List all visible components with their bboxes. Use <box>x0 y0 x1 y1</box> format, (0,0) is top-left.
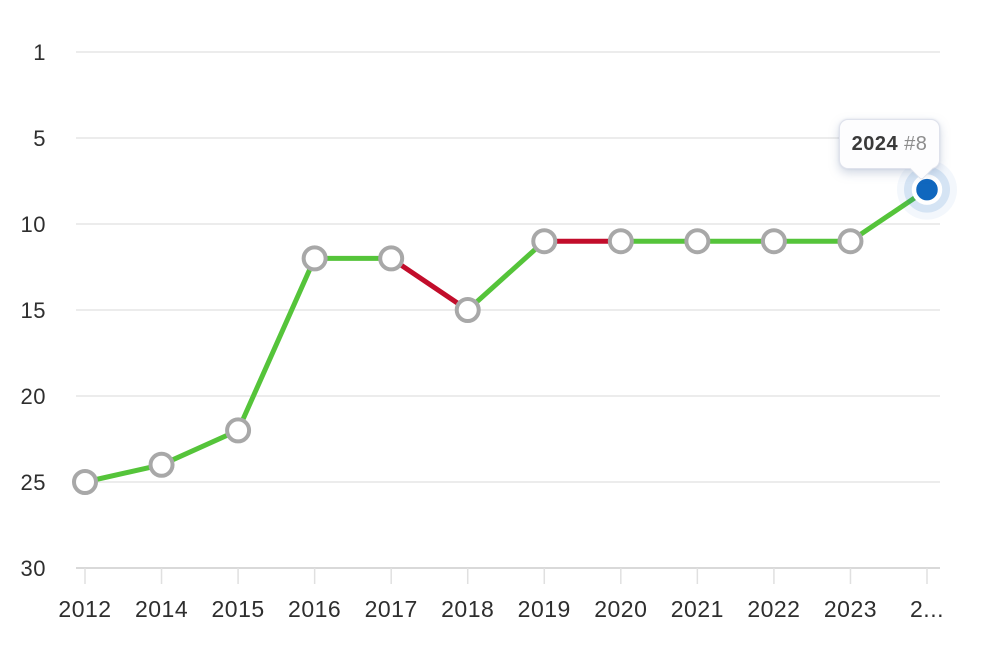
y-axis-label: 5 <box>33 126 46 151</box>
data-point[interactable] <box>378 245 405 272</box>
data-point[interactable] <box>531 228 558 255</box>
x-axis-label: 2023 <box>824 596 877 622</box>
data-point[interactable] <box>760 228 787 255</box>
line-segment <box>388 255 471 313</box>
y-axis-label: 1 <box>33 40 46 65</box>
x-axis-label: 2014 <box>135 596 188 622</box>
x-axis-label: 2018 <box>441 596 494 622</box>
data-point[interactable] <box>454 297 481 323</box>
line-segment <box>159 427 241 468</box>
line-segment <box>847 187 930 244</box>
line-segment <box>465 238 547 313</box>
tooltip-year: 2024 <box>851 132 899 155</box>
data-point[interactable] <box>301 245 328 272</box>
x-axis-label: 2012 <box>58 596 111 622</box>
rank-tooltip: 2024 #8 <box>839 119 940 181</box>
data-point[interactable] <box>607 228 634 255</box>
data-point[interactable] <box>837 228 864 255</box>
x-axis-label: 2021 <box>671 596 724 622</box>
x-axis-label: 2020 <box>594 596 647 622</box>
data-point[interactable] <box>684 228 711 255</box>
y-axis-label: 15 <box>21 298 46 323</box>
x-axis-label: 2016 <box>288 596 341 622</box>
tooltip-rank: #8 <box>904 132 928 155</box>
x-axis-label: 2017 <box>365 596 418 622</box>
x-axis-label: 2... <box>910 596 944 622</box>
y-axis-label: 25 <box>21 470 46 495</box>
y-axis-label: 20 <box>21 384 46 409</box>
y-axis-label: 30 <box>21 556 46 581</box>
data-point[interactable] <box>148 451 175 478</box>
x-axis-label: 2015 <box>212 596 265 622</box>
data-point-highlighted[interactable] <box>911 174 943 205</box>
data-point[interactable] <box>225 417 252 444</box>
data-point[interactable] <box>72 469 98 495</box>
line-segment <box>82 462 165 485</box>
line-segment <box>235 255 318 433</box>
x-axis-label: 2022 <box>747 596 800 622</box>
y-axis-label: 10 <box>21 212 46 237</box>
x-axis-label: 2019 <box>518 596 571 622</box>
